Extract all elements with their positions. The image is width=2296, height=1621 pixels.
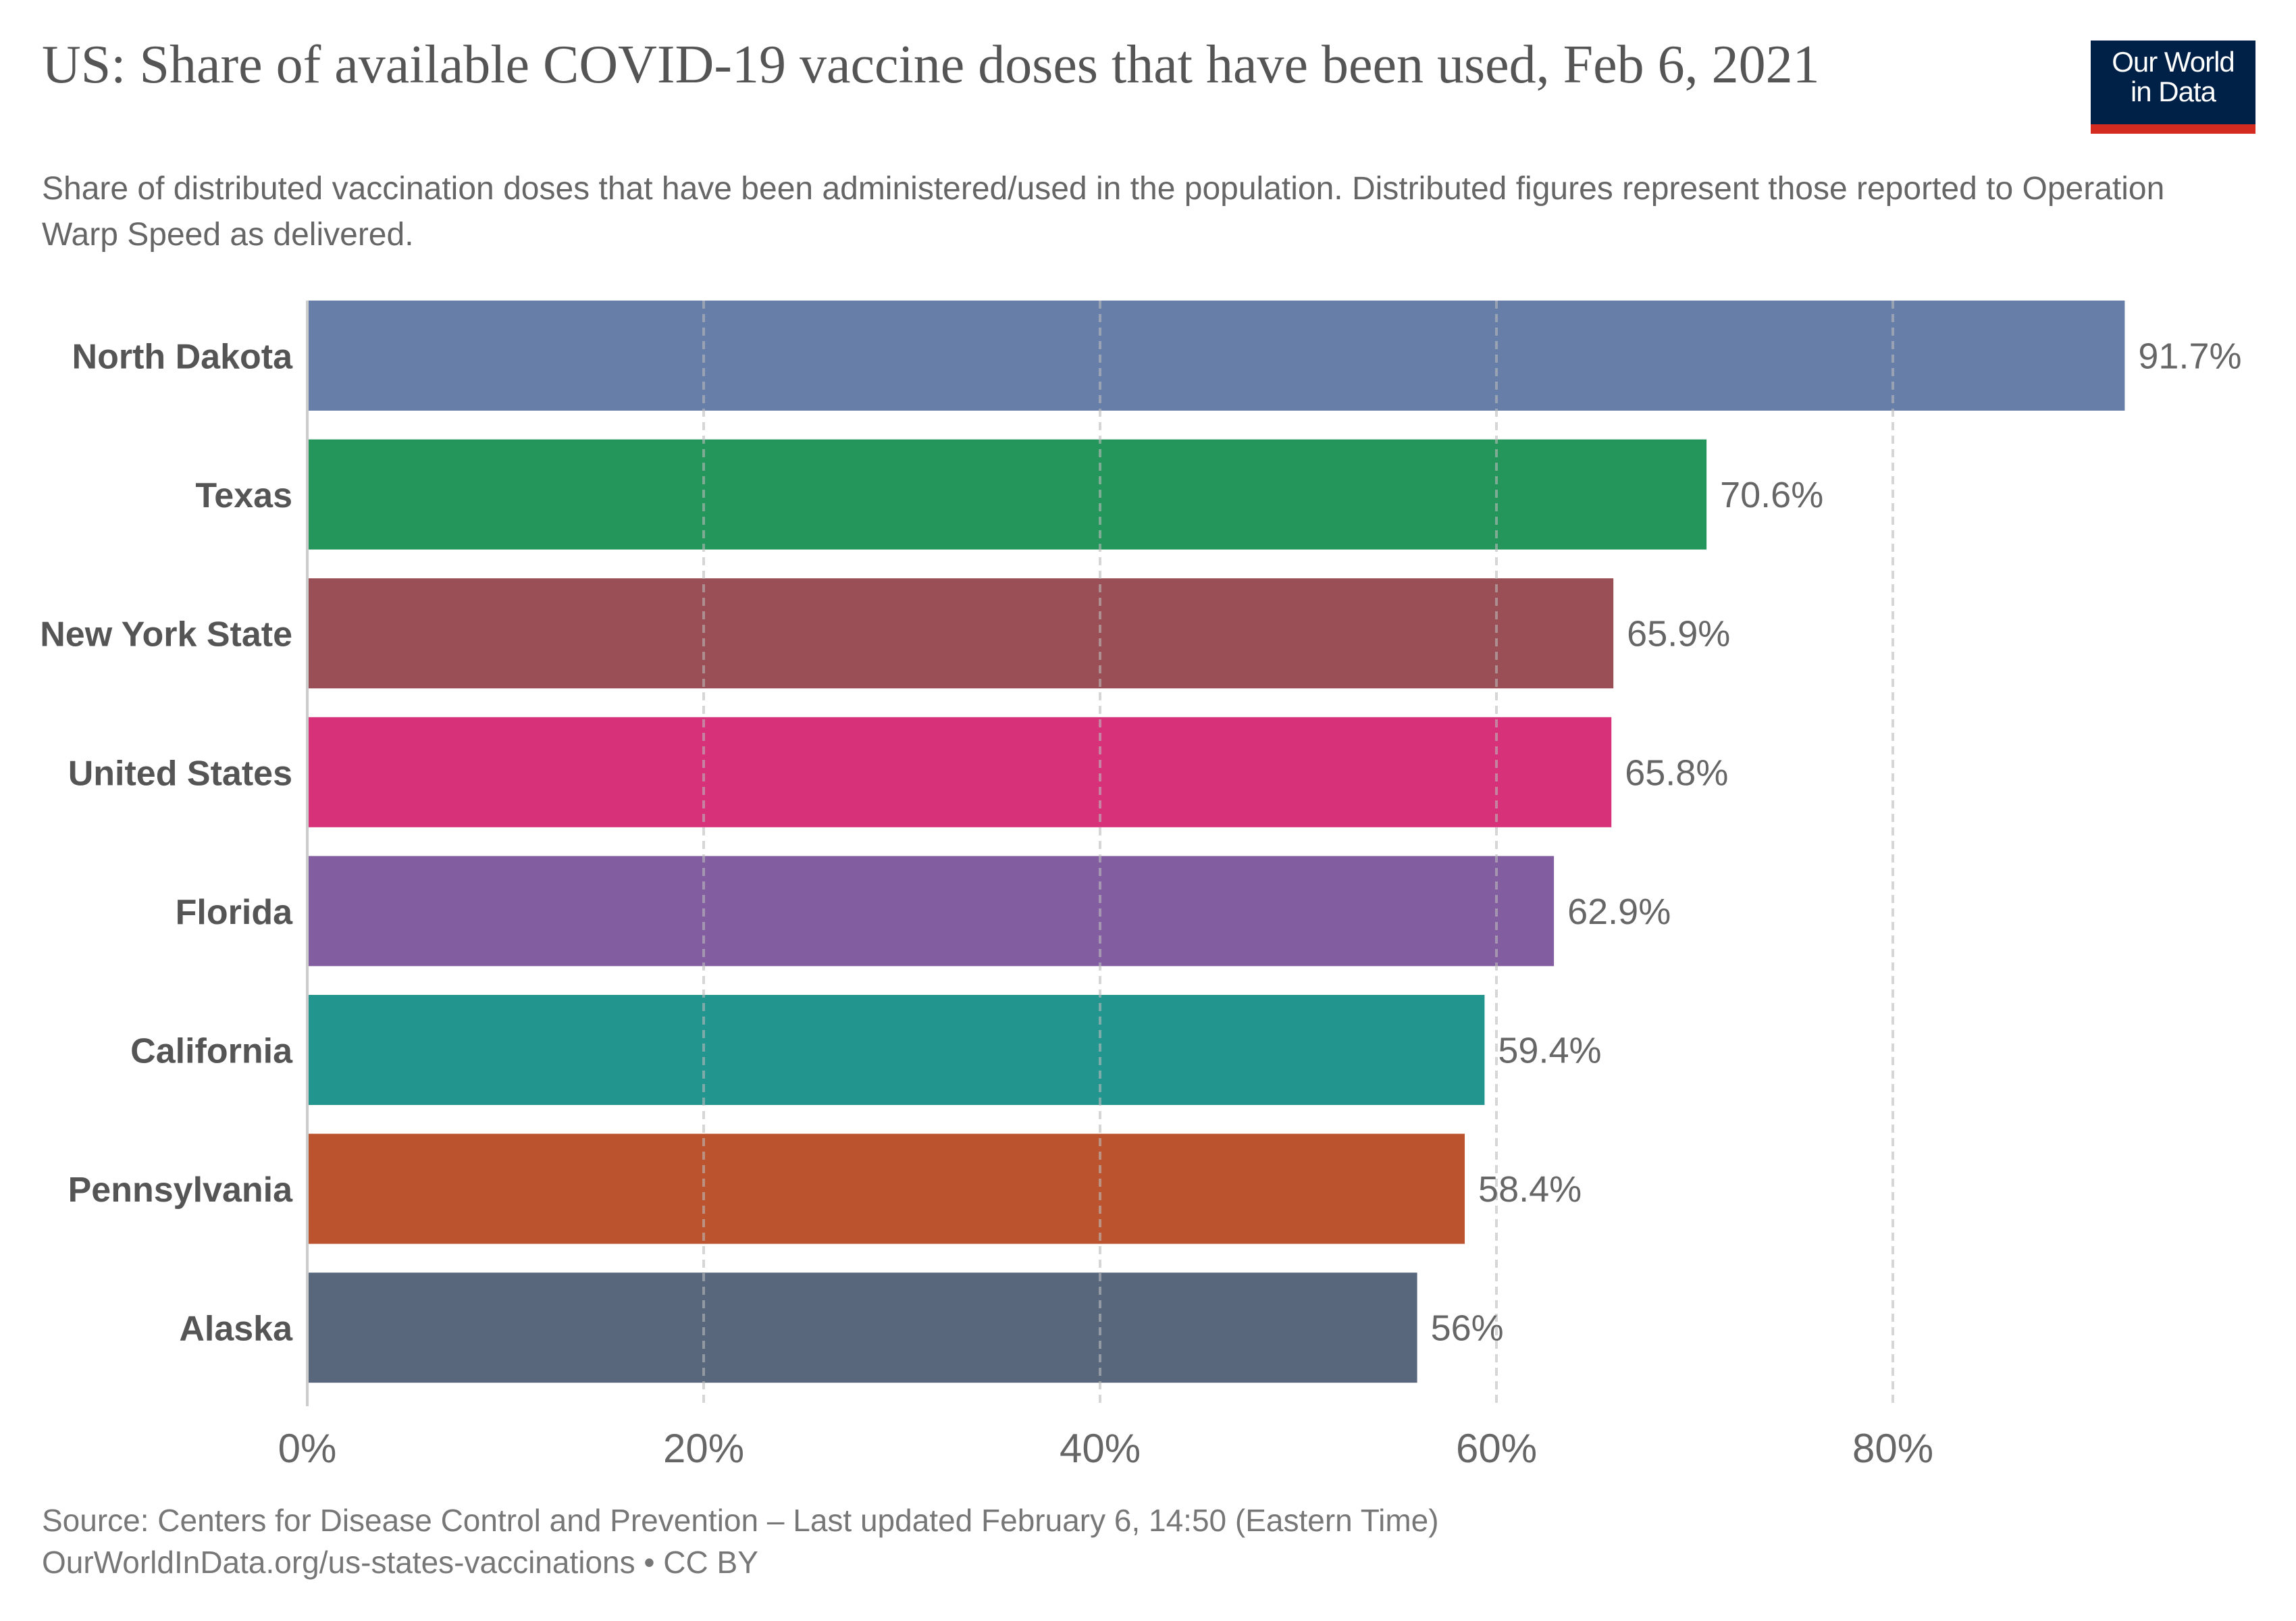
value-label: 91.7% bbox=[2138, 336, 2241, 377]
bar-new-york-state[interactable] bbox=[307, 578, 1614, 689]
logo-text: Our World in Data bbox=[2091, 47, 2255, 107]
x-tick-label: 80% bbox=[1852, 1426, 1933, 1471]
bar-united-states[interactable] bbox=[307, 717, 1612, 827]
chart-title: US: Share of available COVID-19 vaccine … bbox=[42, 35, 1820, 95]
logo-line-1: Our World bbox=[2112, 46, 2235, 78]
logo-accent-bar bbox=[2091, 124, 2255, 134]
value-label: 58.4% bbox=[1478, 1169, 1582, 1210]
bar-north-dakota[interactable] bbox=[307, 301, 2125, 411]
x-tick-label: 40% bbox=[1060, 1426, 1141, 1471]
x-tick-label: 20% bbox=[663, 1426, 744, 1471]
category-label: United States bbox=[68, 754, 292, 793]
value-label: 59.4% bbox=[1498, 1031, 1601, 1071]
category-label: Pennsylvania bbox=[68, 1170, 293, 1210]
chart-subtitle: Share of distributed vaccination doses t… bbox=[42, 171, 2165, 253]
category-label: Florida bbox=[176, 893, 293, 932]
source-note: Source: Centers for Disease Control and … bbox=[42, 1503, 1439, 1538]
value-label: 56% bbox=[1431, 1308, 1504, 1349]
bars-group bbox=[307, 301, 2125, 1383]
value-label: 62.9% bbox=[1567, 892, 1671, 932]
labels-group: North Dakota 91.7% Texas 70.6% New York Stat… bbox=[40, 336, 2241, 1472]
x-tick-label: 60% bbox=[1456, 1426, 1537, 1471]
value-label: 65.9% bbox=[1627, 614, 1730, 654]
value-label: 65.8% bbox=[1625, 752, 1728, 793]
category-label: California bbox=[130, 1032, 293, 1071]
owid-logo[interactable]: Our World in Data bbox=[2091, 41, 2255, 134]
category-label: Alaska bbox=[179, 1310, 293, 1349]
bar-texas[interactable] bbox=[307, 439, 1707, 550]
category-label: North Dakota bbox=[72, 338, 294, 377]
category-label: Texas bbox=[195, 476, 292, 515]
source-link[interactable]: OurWorldInData.org/us-states-vaccination… bbox=[42, 1545, 758, 1580]
logo-line-2: in Data bbox=[2130, 76, 2216, 107]
gridlines-group bbox=[306, 301, 1894, 1406]
bar-florida[interactable] bbox=[307, 856, 1555, 967]
bar-pennsylvania[interactable] bbox=[307, 1133, 1465, 1244]
category-label: New York State bbox=[40, 615, 292, 654]
x-tick-label: 0% bbox=[278, 1426, 337, 1471]
bar-alaska[interactable] bbox=[307, 1272, 1417, 1383]
bar-california[interactable] bbox=[307, 995, 1485, 1105]
footer: Source: Centers for Disease Control and … bbox=[42, 1499, 1439, 1583]
value-label: 70.6% bbox=[1720, 475, 1823, 515]
